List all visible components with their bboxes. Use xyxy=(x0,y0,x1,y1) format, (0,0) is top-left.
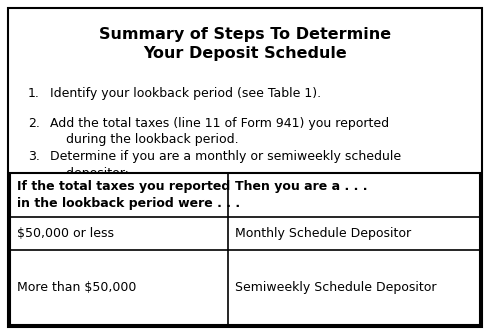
Text: If the total taxes you reported
in the lookback period were . . .: If the total taxes you reported in the l… xyxy=(17,180,240,209)
Text: More than $50,000: More than $50,000 xyxy=(17,281,136,294)
Bar xyxy=(10,173,480,325)
Text: 3.: 3. xyxy=(28,150,40,163)
Text: Summary of Steps To Determine
Your Deposit Schedule: Summary of Steps To Determine Your Depos… xyxy=(99,27,391,61)
Text: Add the total taxes (line 11 of Form 941) you reported
    during the lookback p: Add the total taxes (line 11 of Form 941… xyxy=(50,117,389,146)
Text: 1.: 1. xyxy=(28,87,40,100)
Text: Semiweekly Schedule Depositor: Semiweekly Schedule Depositor xyxy=(235,281,437,294)
Text: $50,000 or less: $50,000 or less xyxy=(17,227,114,240)
Text: Identify your lookback period (see Table 1).: Identify your lookback period (see Table… xyxy=(50,87,321,100)
Text: Then you are a . . .: Then you are a . . . xyxy=(235,180,368,193)
Text: 2.: 2. xyxy=(28,117,40,130)
Text: Determine if you are a monthly or semiweekly schedule
    depositor:: Determine if you are a monthly or semiwe… xyxy=(50,150,401,180)
Text: Monthly Schedule Depositor: Monthly Schedule Depositor xyxy=(235,227,411,240)
